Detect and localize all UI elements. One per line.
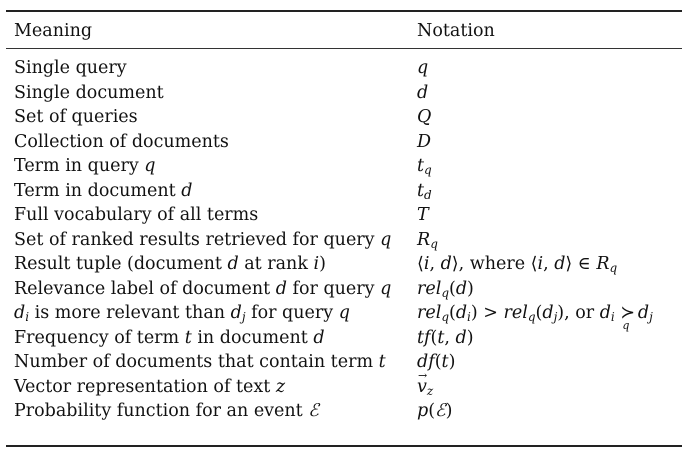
notation-cell: vz [417,366,433,397]
meaning-cell: Relevance label of document d for query … [14,278,392,299]
table-row: Single document d [6,83,682,108]
notation-cell: d [417,82,429,103]
notation-cell: q [417,58,429,78]
notation-cell: Q [417,107,432,127]
meaning-cell: Set of queries [14,107,138,127]
meaning-cell: Term in query q [14,156,156,176]
notation-cell: relq(d) [417,278,474,300]
notation-cell: ⟨i, d⟩, where ⟨i, d⟩ ∈ Rq [417,254,618,275]
bottom-rule [6,445,682,447]
notation-cell: Rq [417,229,438,251]
notation-cell: relq(di) > relq(dj), or di ≻ q dj [417,303,653,332]
meaning-cell: Result tuple (document d at rank i) [14,254,326,274]
notation-cell: tf(t, d) [417,327,474,348]
table-row: Term in query q tq [6,156,682,181]
header-meaning: Meaning [14,21,93,41]
table-row: Frequency of term t in document d tf(t, … [6,328,682,353]
table-row: Probability function for an event ℰ p(ℰ) [6,401,682,426]
table-body: Single query q Single document d Set of … [6,58,682,426]
meaning-cell: Vector representation of text z [14,376,286,397]
meaning-cell: Number of documents that contain term t [14,352,386,372]
notation-cell: p(ℰ) [417,401,453,421]
notation-cell: D [417,131,432,152]
table-row: Set of queries Q [6,107,682,132]
table-row: Term in document d td [6,181,682,206]
meaning-cell: Probability function for an event ℰ [14,401,319,421]
meaning-cell: Collection of documents [14,131,229,152]
table-row: Collection of documents D [6,132,682,157]
top-rule [6,10,682,12]
notation-cell: tq [417,156,432,177]
table-row: di is more relevant than dj for query q … [6,303,682,332]
table-row: Set of ranked results retrieved for quer… [6,230,682,255]
table-row: Relevance label of document d for query … [6,279,682,304]
notation-cell: td [417,180,432,202]
table-row: Single query q [6,58,682,83]
meaning-cell: Term in document d [14,180,193,201]
notation-cell: T [417,205,429,225]
meaning-cell: Single document [14,82,164,103]
meaning-cell: Single query [14,58,127,78]
table-row: Number of documents that contain term t … [6,352,682,377]
table-row: Vector representation of text z vz [6,366,682,402]
header-notation: Notation [417,21,495,41]
meaning-cell: Full vocabulary of all terms [14,205,259,225]
table-row: Full vocabulary of all terms T [6,205,682,230]
meaning-cell: Frequency of term t in document d [14,327,325,348]
meaning-cell: di is more relevant than dj for query q [14,303,350,324]
header-rule [6,48,682,49]
meaning-cell: Set of ranked results retrieved for quer… [14,229,392,250]
table-row: Result tuple (document d at rank i) ⟨i, … [6,254,682,279]
